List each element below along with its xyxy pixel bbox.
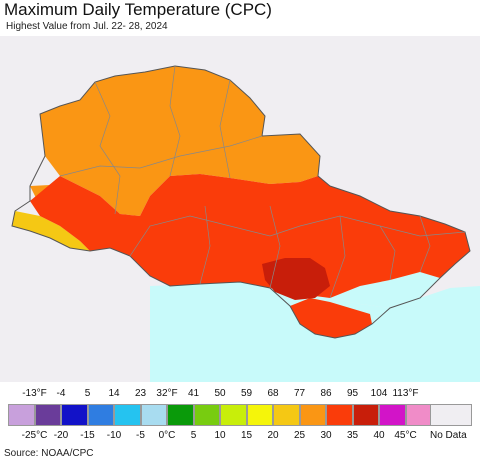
legend-swatch	[326, 404, 353, 426]
legend-celsius-label: 5	[190, 430, 197, 441]
sea-of-azov	[330, 272, 440, 308]
legend-swatch	[61, 404, 88, 426]
legend-swatch	[87, 404, 114, 426]
legend-celsius-label: -5	[136, 430, 145, 441]
legend-fahrenheit-label: 104	[370, 388, 388, 399]
map-title: Maximum Daily Temperature (CPC)	[4, 0, 272, 19]
legend-celsius-label: 15	[240, 430, 253, 441]
legend-fahrenheit-label: -4	[56, 388, 66, 399]
legend-celsius-label: -25°C	[21, 430, 48, 441]
legend-swatch	[34, 404, 61, 426]
legend-fahrenheit-label: 68	[267, 388, 279, 399]
legend-swatch	[352, 404, 379, 426]
legend-swatch	[220, 404, 247, 426]
legend-celsius-label: 45°C	[394, 430, 417, 441]
legend-celsius-label: 20	[267, 430, 279, 441]
legend-celsius-label: 35	[346, 430, 359, 441]
legend-fahrenheit-label: 95	[346, 388, 359, 399]
legend-celsius-label: 0°C	[158, 430, 176, 441]
map-subtitle: Highest Value from Jul. 22- 28, 2024	[6, 21, 168, 32]
oblast-borders	[59, 65, 466, 299]
legend-fahrenheit-label: 14	[108, 388, 120, 399]
legend-celsius-label: 10	[214, 430, 226, 441]
legend-fahrenheit-label: 32°F	[156, 388, 178, 399]
legend-fahrenheit-label: 5	[84, 388, 91, 399]
legend-celsius-label: 40	[373, 430, 385, 441]
legend-swatch	[273, 404, 300, 426]
kherson-hot-core	[262, 258, 330, 300]
legend-fahrenheit-label: 50	[214, 388, 226, 399]
legend-celsius-label: -15	[80, 430, 95, 441]
legend-fahrenheit-label: 86	[320, 388, 332, 399]
legend-swatch	[8, 404, 35, 426]
danube-warm-strip	[12, 211, 90, 251]
legend-fahrenheit-label: 41	[187, 388, 200, 399]
legend-fahrenheit-label: -13°F	[22, 388, 47, 399]
legend-swatch	[299, 404, 326, 426]
legend-swatch	[114, 404, 141, 426]
legend-fahrenheit-label: 113°F	[392, 388, 419, 399]
legend-celsius-label: 30	[320, 430, 332, 441]
northern-warm-region	[40, 66, 320, 216]
no-data-swatch	[430, 404, 472, 426]
no-data-label: No Data	[430, 430, 467, 441]
legend-swatch	[140, 404, 167, 426]
legend-swatch	[379, 404, 406, 426]
legend-celsius-label: -10	[106, 430, 122, 441]
southern-hot-region	[30, 174, 470, 298]
source-credit: Source: NOAA/CPC	[4, 448, 94, 459]
legend-swatch	[405, 404, 432, 426]
temperature-map	[0, 36, 480, 382]
legend-celsius-label: 25	[293, 430, 306, 441]
crimea-region	[290, 298, 372, 338]
legend-fahrenheit-label: 59	[240, 388, 253, 399]
legend-swatch	[246, 404, 273, 426]
legend-swatch	[167, 404, 194, 426]
legend-fahrenheit-label: 23	[134, 388, 147, 399]
legend-celsius-label: -20	[53, 430, 69, 441]
legend-swatch	[193, 404, 220, 426]
legend-fahrenheit-label: 77	[293, 388, 306, 399]
